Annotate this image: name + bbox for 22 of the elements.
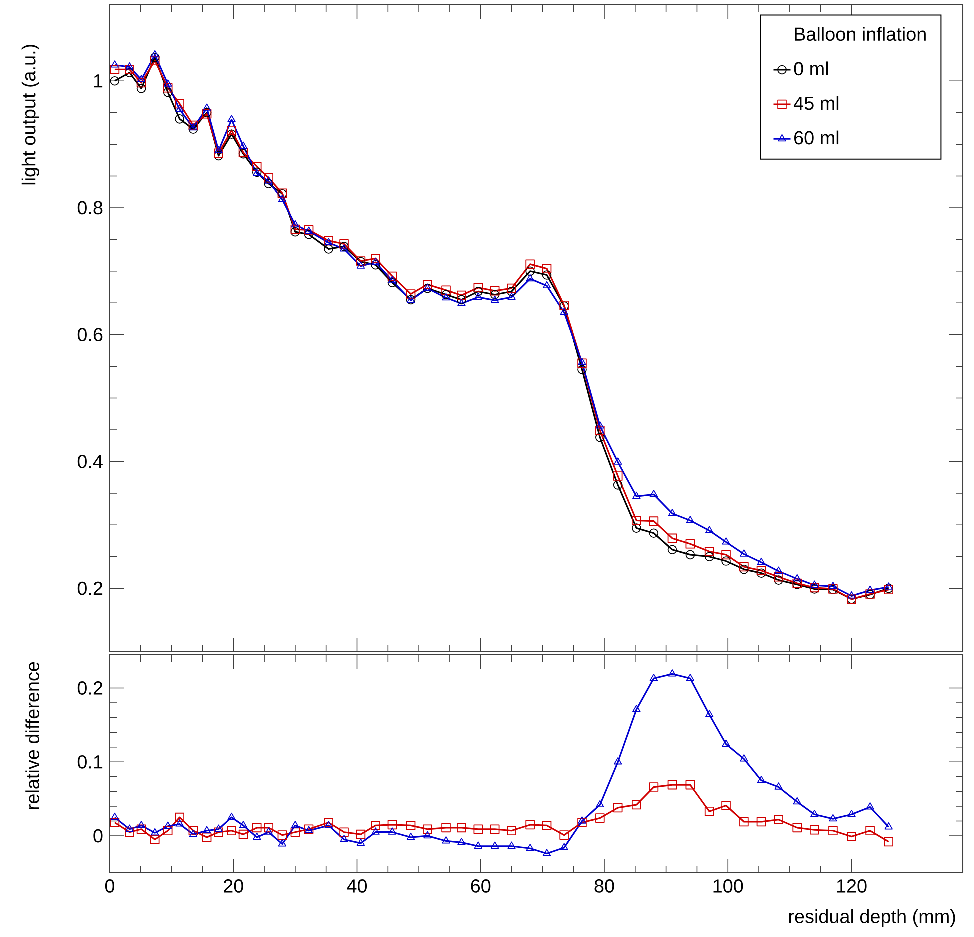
y-tick-label: 0 (94, 829, 103, 843)
y-tick-label: 0.4 (78, 455, 103, 468)
y-tick-label: 0.8 (78, 201, 103, 215)
y-tick-label: 0.2 (78, 582, 103, 596)
y-tick-label: 0.1 (78, 755, 103, 769)
y-tick-label: 0.6 (78, 328, 103, 342)
legend-label: 60 ml (794, 130, 839, 145)
x-tick-label: 20 (224, 880, 244, 893)
legend-title: Balloon inflation (795, 27, 926, 42)
legend-label: 0 ml (794, 62, 828, 76)
y-axis-title: relative difference (26, 662, 40, 810)
x-tick-label: 100 (714, 880, 744, 893)
x-tick-label: 0 (105, 880, 115, 893)
y-axis-title: light output (a.u.) (22, 45, 40, 185)
x-tick-label: 60 (471, 880, 491, 893)
x-tick-label: 40 (347, 880, 368, 893)
y-tick-label: 1 (94, 74, 103, 88)
y-tick-label: 0.2 (78, 682, 103, 695)
legend-label: 45 ml (794, 96, 839, 110)
x-tick-label: 120 (837, 880, 867, 893)
x-tick-label: 80 (594, 880, 614, 893)
x-axis-title: residual depth (mm) (789, 910, 956, 928)
